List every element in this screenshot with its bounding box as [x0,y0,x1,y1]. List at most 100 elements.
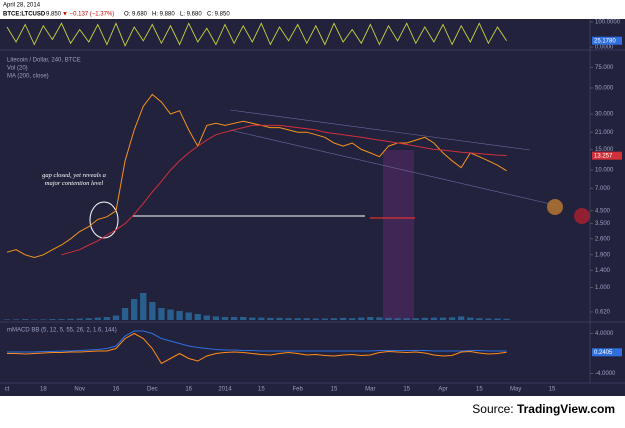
last-value-label: 0.2405 [594,350,613,356]
volume-bar [476,318,483,320]
series-line [7,330,507,353]
volume-bar [485,318,492,320]
date: April 28, 2014 [3,3,41,9]
last-value-label: 25.1780 [594,38,616,44]
volume-bar [103,317,111,320]
last-value-box [592,348,622,357]
x-tick-label: 2014 [218,387,232,393]
volume-bar [439,317,447,320]
volume-bar [421,317,429,320]
volume-bar [85,318,92,320]
volume-bar [267,317,274,320]
symbol: BTCE:LTCUSD [3,12,46,18]
volume-bar [194,314,201,320]
volume-bar [21,319,29,320]
volume-bar [140,293,147,320]
series-line [6,93,507,259]
volume-bar [258,317,265,320]
y-tick-label: 50.000 [595,86,614,92]
volume-bar [494,318,501,320]
volume-bar [339,317,347,320]
last-value-label: 13.257 [594,153,613,159]
volume-bar [49,319,56,320]
indicator-label: Vol (20) [7,66,28,72]
volume-bar [76,318,83,320]
volume-bar [276,317,283,320]
volume-bar [121,308,129,320]
x-tick-label: Mar [365,387,375,393]
volume-bar [448,317,456,320]
volume-bar [412,318,419,320]
y-tick-label: 7.000 [595,186,611,192]
volume-bar [503,318,510,320]
volume-bar [348,318,356,320]
source-prefix: Source: [472,402,517,416]
y-tick-label: 0.620 [595,309,611,315]
y-tick-label: 1.000 [595,285,611,291]
series-line [7,332,507,365]
last: 9.850 [46,12,62,18]
x-tick-label: 15 [549,387,556,393]
x-tick-label: 15 [258,387,265,393]
volume-bar [203,315,211,320]
series-line [61,124,507,256]
volume-bar [403,318,410,320]
volume-bar [385,317,392,320]
x-tick-label: ct [5,387,10,393]
y-tick-label: 21.000 [595,130,614,136]
source: Source: TradingView.com [472,402,615,416]
x-tick-label: 16 [113,387,120,393]
x-tick-label: 16 [185,387,192,393]
highlight-ellipse [89,201,119,239]
volume-bar [303,318,310,320]
y-tick-label: 10.000 [595,168,614,174]
annotation: gap closed, yet reveals a major contenti… [42,172,106,187]
y-tick-label: 15.000 [595,147,614,153]
volume-bar [330,318,338,320]
change: ▼ −0.137 (−1.37%) [62,12,114,18]
high: H: 9.880 [152,12,175,18]
x-tick-label: Feb [292,387,303,393]
target-marker [547,199,563,215]
volume-bar [239,317,247,320]
volume-bar [94,317,102,320]
y-tick-label: 75.000 [595,65,614,71]
series-line [6,22,507,47]
volume-bar [31,319,38,320]
y-tick-label: 4.500 [595,208,611,214]
volume-bar [467,317,474,320]
highlight-band [383,150,414,320]
x-tick-label: Nov [74,387,85,393]
volume-bar [249,317,256,320]
volume-bar [185,312,192,320]
volume-bar [67,318,74,320]
volume-bar [430,317,438,320]
volume-bar [130,299,138,320]
volume-bar [40,319,47,320]
x-tick-label: 15 [403,387,410,393]
volume-bar [358,317,365,320]
volume-bar [294,318,301,320]
indicator-label: MA (200, close) [7,74,49,80]
open: O: 9.680 [124,12,148,18]
volume-bar [167,309,174,320]
y-tick-label: -4.0000 [595,371,616,377]
x-tick-label: 15 [331,387,338,393]
x-tick-label: Apr [438,387,447,393]
volume-bar [3,319,11,320]
y-tick-label: 1.900 [595,252,611,258]
volume-bar [12,319,20,320]
volume-bar [321,318,329,320]
volume-bar [221,317,229,320]
last-value-box [592,151,622,160]
y-tick-label: 0.0000 [595,45,614,51]
volume-bar [212,316,220,320]
annotation-box: gap closed, yet reveals a major contenti… [42,172,106,187]
volume-bar [312,318,320,320]
volume-bar [112,315,120,320]
trend-line [229,109,531,151]
x-tick-label: 18 [40,387,47,393]
target-marker [574,208,590,224]
source-site: TradingView.com [517,402,615,416]
chart-area [0,19,625,396]
